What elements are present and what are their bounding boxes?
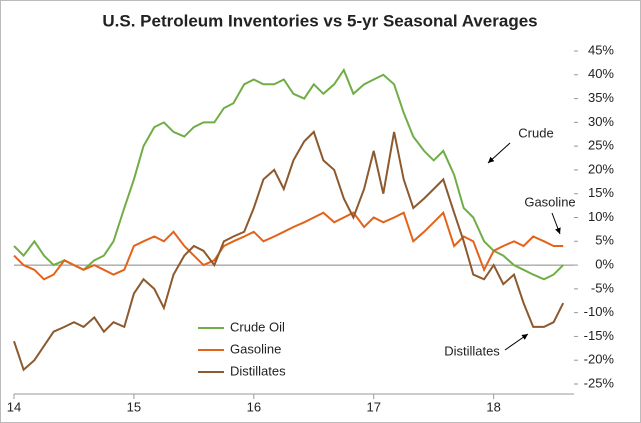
y-tick-label: -25% — [584, 375, 615, 390]
y-tick-label: 0% — [595, 257, 614, 272]
legend-label: Crude Oil — [230, 319, 285, 334]
x-tick-label: 18 — [486, 399, 500, 414]
x-tick-label: 17 — [367, 399, 381, 414]
annotation-arrow — [504, 333, 529, 351]
annotation: Gasoline — [524, 194, 575, 209]
y-tick-label: 35% — [588, 90, 614, 105]
y-tick-label: -15% — [584, 328, 615, 343]
x-tick-label: 14 — [7, 399, 21, 414]
series-line — [13, 67, 564, 281]
legend-label: Distillates — [230, 363, 286, 378]
annotation-arrow — [487, 142, 511, 164]
series-line — [13, 210, 564, 281]
y-tick-label: 10% — [588, 209, 614, 224]
y-tick-label: 45% — [588, 42, 614, 57]
y-tick-label: 30% — [588, 114, 614, 129]
x-tick-label: 15 — [127, 399, 141, 414]
annotation: Distillates — [444, 343, 500, 358]
y-tick-label: 20% — [588, 161, 614, 176]
legend-label: Gasoline — [230, 341, 281, 356]
y-tick-label: -10% — [584, 304, 615, 319]
series-line — [13, 130, 565, 372]
x-tick-label: 16 — [247, 399, 261, 414]
annotation-arrow — [551, 212, 561, 235]
y-tick-label: 40% — [588, 66, 614, 81]
chart-title: U.S. Petroleum Inventories vs 5-yr Seaso… — [102, 11, 537, 30]
y-tick-label: -5% — [591, 280, 615, 295]
y-tick-label: 25% — [588, 138, 614, 153]
annotation: Crude — [518, 125, 553, 140]
y-tick-label: 15% — [588, 185, 614, 200]
y-tick-label: 5% — [595, 233, 614, 248]
y-tick-label: -20% — [584, 352, 615, 367]
